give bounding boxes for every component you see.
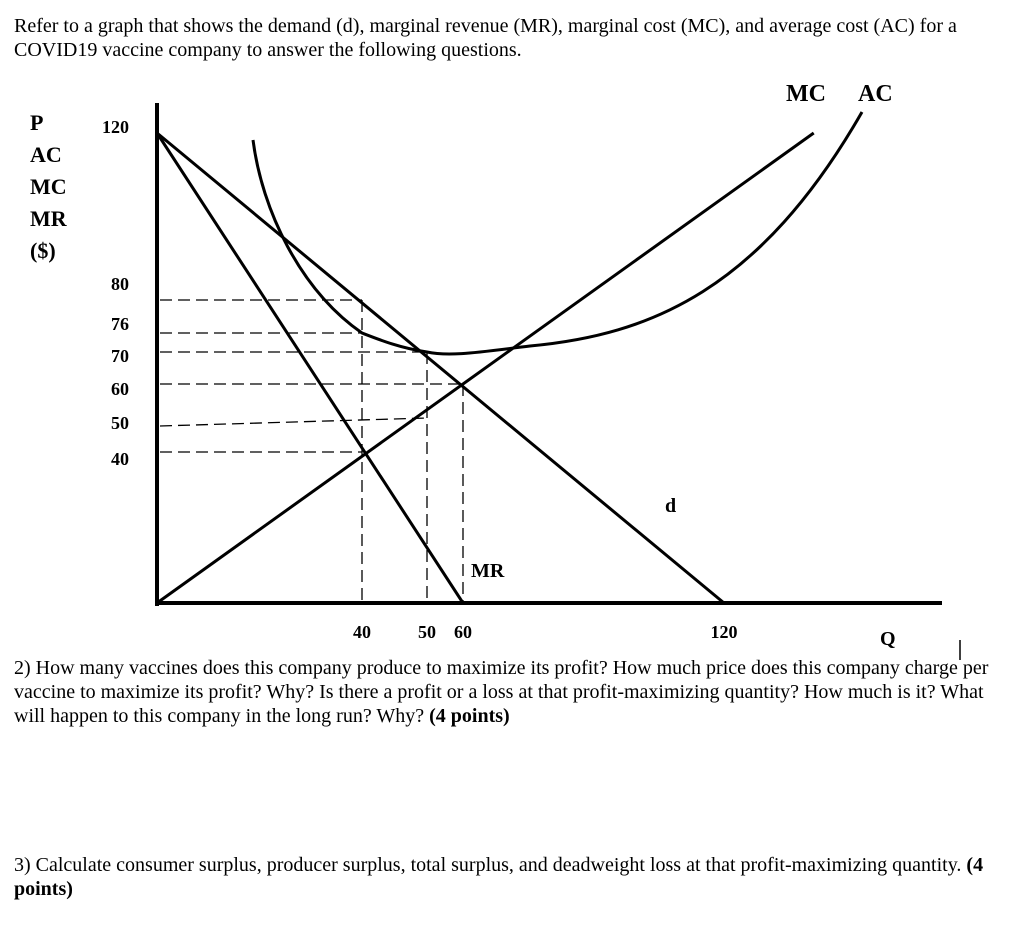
question-3: 3) Calculate consumer surplus, producer … [14,853,1014,901]
y-tick-label: 80 [111,274,129,294]
ac-curve [251,111,864,356]
x-tick-label: 60 [454,622,472,642]
y-tick-label: 76 [111,314,129,334]
question-3-text: 3) Calculate consumer surplus, producer … [14,854,967,876]
y-label-mr: MR [30,206,68,231]
x-label-q: Q [880,628,896,650]
y-tick-label: 50 [111,413,129,433]
x-tick-label: 50 [418,622,436,642]
curve-label-mr: MR [471,560,505,582]
curve-label-ac: AC [858,81,893,107]
y-label-p: P [30,110,43,135]
mr-curve [155,132,465,604]
y-tick-label: 70 [111,346,129,366]
y-tick-label: 40 [111,449,129,469]
x-tick-label: 120 [711,622,738,642]
curve-label-mc: MC [786,81,826,107]
guide-h-50 [159,417,428,427]
intro-text: Refer to a graph that shows the demand (… [14,15,957,61]
y-tick-label: 120 [102,117,129,137]
y-label-mc: MC [30,174,67,199]
question-2: 2) How many vaccines does this company p… [14,656,1014,728]
y-label-dollar: ($) [30,238,56,263]
question-2-points: (4 points) [429,705,510,727]
x-tick-label: 40 [353,622,371,642]
curve-label-d: d [665,495,676,517]
y-label-ac: AC [30,142,62,167]
y-tick-label: 60 [111,379,129,399]
question-2-text: 2) How many vaccines does this company p… [14,657,989,727]
question-3-points: (4 points) [14,854,984,900]
mc-curve [156,131,815,605]
demand-curve [156,131,725,605]
